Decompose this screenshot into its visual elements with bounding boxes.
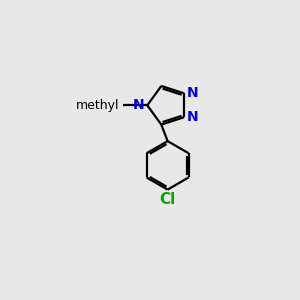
Text: N: N <box>133 98 145 112</box>
Text: N: N <box>187 110 199 124</box>
Text: methyl: methyl <box>76 99 119 112</box>
Text: Cl: Cl <box>160 192 176 207</box>
Text: N: N <box>187 86 199 100</box>
